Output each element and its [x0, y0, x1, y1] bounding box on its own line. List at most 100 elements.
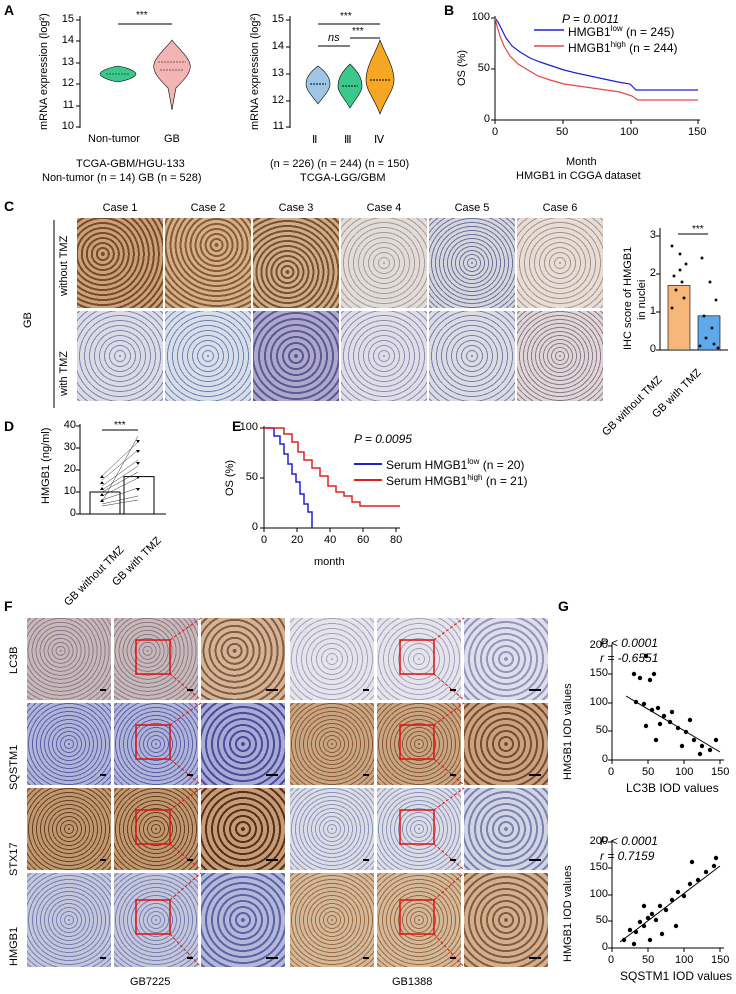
panel-a2-ytick: 13: [271, 67, 284, 79]
panel-a2-svg: [286, 16, 395, 128]
ihc-tile: [201, 703, 285, 785]
panel-f-sample-label: GB1388: [392, 976, 433, 988]
panel-g2-ytick: 150: [589, 861, 608, 873]
panel-label-d: D: [4, 418, 15, 434]
panel-g1-xtick: 100: [675, 766, 694, 778]
panel-e-legend-high: Serum HMGB1high (n = 21): [386, 473, 528, 488]
panel-b-xtick: 50: [556, 126, 569, 138]
panel-g1-xtick: 0: [608, 766, 615, 778]
panel-b-ytick: 100: [471, 11, 490, 23]
panel-c-case-header: Case 3: [278, 202, 314, 214]
panel-a2-sig2: ***: [352, 26, 364, 37]
panel-b-legend-high: HMGB1high (n = 244): [568, 40, 678, 55]
ihc-tile: [429, 218, 515, 308]
panel-d-ytick: 0: [69, 507, 76, 519]
panel-d-ytick: 40: [63, 419, 76, 431]
panel-a1-svg: [76, 16, 191, 128]
ihc-tile: [464, 703, 548, 785]
panel-g1-xlabel: LC3B IOD values: [626, 781, 719, 795]
panel-e-xlabel: month: [314, 556, 345, 568]
panel-a2-ytick: 12: [271, 94, 284, 106]
panel-a1-xtick-gb: GB: [164, 133, 180, 145]
panel-a2-xtick: Ⅲ: [344, 134, 352, 146]
panel-c-row-label-with: with TMZ: [58, 350, 70, 396]
panel-label-b: B: [444, 2, 455, 18]
panel-g1-ytick: 50: [595, 724, 608, 736]
panel-e-pvalue: P = 0.0095: [354, 432, 412, 446]
panel-a2-xtick: Ⅳ: [374, 134, 385, 146]
ihc-tile: [165, 311, 251, 401]
panel-e-legend-low: Serum HMGB1low (n = 20): [386, 457, 525, 472]
panel-c-case-header: Case 5: [454, 202, 490, 214]
panel-b-xlabel: Month: [566, 156, 597, 168]
panel-b-svg: [491, 16, 700, 124]
panel-c-bar-without: [667, 285, 691, 351]
ihc-tile: [27, 703, 111, 785]
panel-a1-ytick: 11: [62, 99, 74, 111]
ihc-tile: [290, 873, 374, 967]
panel-b-legend-low: HMGB1low (n = 245): [568, 24, 675, 39]
panel-c-bracket: [53, 220, 55, 408]
ihc-tile: [77, 311, 163, 401]
panel-g2-xlabel: SQSTM1 IOD values: [620, 969, 733, 983]
panel-a2-ytick: 11: [272, 120, 284, 132]
panel-g2-xtick: 0: [608, 954, 615, 966]
panel-a2-ns: ns: [328, 32, 340, 44]
ihc-tile: [27, 873, 111, 967]
panel-c-ytick: 3: [649, 229, 656, 241]
panel-label-c: C: [4, 198, 15, 214]
panel-d-xtick: GB with TMZ: [110, 534, 164, 589]
panel-c-case-header: Case 1: [102, 202, 138, 214]
panel-a1-ylabel: mRNA expression (log²): [38, 13, 50, 130]
panel-e-ytick: 50: [245, 471, 258, 483]
panel-g1-ytick: 150: [589, 667, 608, 679]
panel-a2-caption2: TCGA-LGG/GBM: [300, 172, 386, 184]
panel-e-ytick: 0: [251, 521, 258, 533]
panel-c-sig: ***: [692, 224, 704, 235]
panel-g2-r: r = 0.7159: [600, 849, 655, 863]
panel-a2-ylabel: mRNA expression (log²): [249, 13, 261, 130]
panel-a2-sig1: ***: [340, 11, 352, 22]
panel-c-ytick: 0: [649, 343, 656, 355]
panel-g2-xtick: 150: [711, 954, 730, 966]
panel-g1-ytick: 100: [589, 696, 608, 708]
panel-g1-p: P < 0.0001: [600, 636, 658, 650]
panel-g-svg: [608, 644, 724, 952]
panel-b-xtick: 100: [620, 126, 639, 138]
ihc-tile: [114, 873, 198, 967]
panel-a1-ytick: 13: [61, 56, 74, 68]
panel-g1-xtick: 50: [642, 766, 655, 778]
panel-label-f: F: [4, 598, 13, 614]
ihc-tile: [377, 618, 461, 700]
panel-e-xtick: 40: [324, 534, 337, 546]
panel-label-g: G: [558, 598, 569, 614]
panel-d-bar-with: [123, 476, 155, 515]
panel-e-xtick: 60: [357, 534, 370, 546]
panel-c-bar-with: [697, 315, 721, 351]
panel-a1-ytick: 15: [61, 13, 74, 25]
panel-b-ylabel: OS (%): [456, 49, 468, 86]
panel-a1-ytick: 10: [61, 120, 74, 132]
panel-d-ytick: 10: [63, 485, 76, 497]
ihc-tile: [201, 873, 285, 967]
panel-d-sig: ***: [114, 420, 126, 431]
panel-b-ytick: 0: [483, 113, 490, 125]
ihc-tile: [201, 788, 285, 870]
panel-g2-xtick: 50: [642, 954, 655, 966]
panel-label-a: A: [4, 2, 15, 18]
panel-g2-ytick: 50: [595, 914, 608, 926]
panel-d-ytick: 20: [63, 463, 76, 475]
ihc-tile: [517, 311, 603, 401]
panel-c-case-header: Case 6: [542, 202, 578, 214]
panel-g2-p: P < 0.0001: [600, 834, 658, 848]
panel-e-xtick: 80: [390, 534, 403, 546]
panel-a1-caption2: Non-tumor (n = 14) GB (n = 528): [42, 172, 202, 184]
panel-c-bar-ylabel1: IHC score of HMGB1: [622, 246, 634, 350]
ihc-tile: [114, 618, 198, 700]
ihc-tile: [290, 703, 374, 785]
panel-e-xtick: 0: [261, 534, 268, 546]
panel-g2-ytick: 200: [589, 835, 608, 847]
panel-c-bar-svg: [656, 228, 728, 351]
panel-a2-caption1: (n = 226) (n = 244) (n = 150): [270, 158, 410, 170]
ihc-tile: [114, 703, 198, 785]
